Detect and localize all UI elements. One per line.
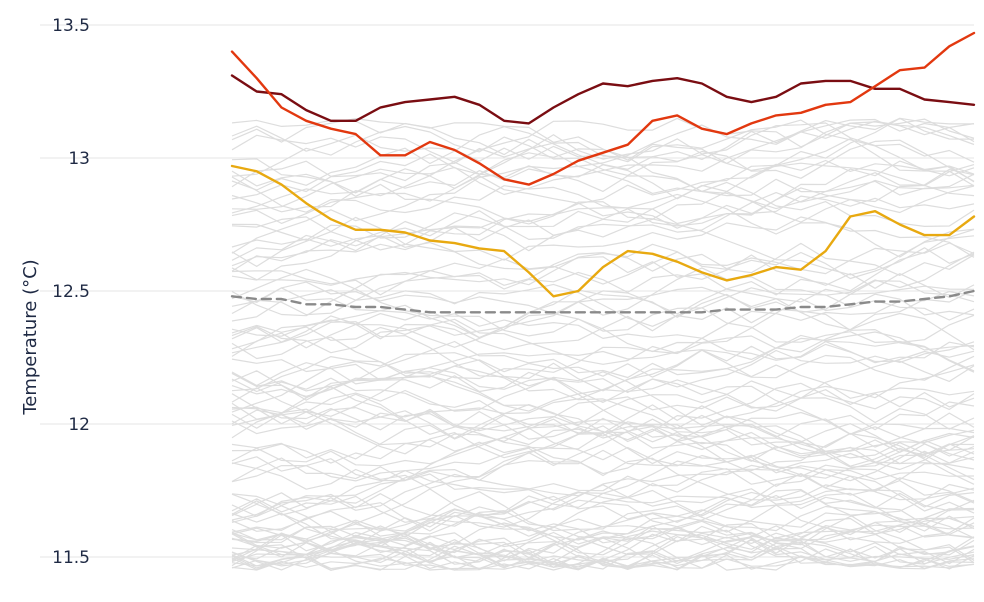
background-series-line (231, 477, 975, 547)
y-tick-label: 12.5 (52, 282, 90, 302)
background-series-line (231, 216, 975, 261)
background-series-line (231, 117, 974, 200)
background-series-line (231, 291, 975, 365)
background-series-line (231, 439, 975, 533)
highlighted-series-line-1 (230, 74, 976, 125)
background-series-line (231, 201, 975, 276)
highlighted-series-line-4 (230, 289, 976, 314)
highlighted-series (230, 31, 976, 314)
background-series-line (231, 254, 975, 299)
background-series-line (231, 456, 975, 536)
background-series-line (231, 367, 975, 431)
background-series-line (231, 421, 975, 465)
y-tick-label: 12 (68, 415, 90, 435)
background-series-line (231, 117, 975, 213)
background-series-line (231, 175, 975, 229)
background-series-line (231, 176, 975, 225)
y-axis-ticks: 13.5 13 12.5 12 11.5 (52, 16, 90, 568)
background-series-line (231, 168, 975, 214)
background-series-line (231, 148, 975, 210)
background-series-line (231, 343, 975, 413)
background-series-line (231, 341, 975, 394)
background-series-line (231, 490, 975, 541)
background-series-line (231, 402, 975, 514)
background-series-line (231, 251, 975, 357)
background-series-line (231, 517, 975, 565)
y-axis-label: Temperature (°C) (20, 259, 41, 415)
background-series-line (231, 285, 975, 354)
background-series-line (231, 382, 975, 459)
background-series-line (231, 117, 975, 167)
background-series-line (231, 505, 975, 543)
background-series-line (231, 122, 975, 194)
background-series-line (231, 456, 975, 549)
background-series-line (231, 375, 975, 482)
background-series-line (231, 417, 975, 504)
background-series-line (231, 492, 975, 567)
background-series-line (231, 125, 975, 182)
background-series-line (231, 179, 975, 281)
background-series-line (231, 527, 975, 571)
y-tick-label: 13.5 (52, 16, 90, 36)
background-series-line (231, 358, 975, 481)
background-series-line (231, 380, 975, 439)
background-series-line (231, 412, 975, 509)
background-series-line (231, 379, 975, 430)
background-series-line (231, 433, 975, 483)
background-series-line (231, 160, 975, 241)
background-series-line (231, 372, 975, 456)
background-series-line (231, 525, 975, 569)
background-series-line (231, 507, 975, 571)
background-series-line (231, 134, 975, 200)
background-series-line (231, 350, 975, 432)
y-tick-label: 11.5 (52, 548, 90, 568)
background-series-line (231, 165, 975, 254)
y-tick-label: 13 (68, 149, 90, 169)
background-series-line (231, 483, 975, 571)
background-series-line (231, 247, 975, 317)
background-series-line (231, 502, 975, 571)
background-series-line (231, 406, 975, 512)
background-series-line (231, 242, 975, 286)
background-series-line (231, 120, 975, 210)
background-series-line (231, 524, 975, 571)
background-series-line (231, 312, 975, 426)
background-series (231, 117, 975, 571)
highlighted-series-line-3 (230, 164, 976, 298)
background-series-line (231, 524, 975, 570)
background-series-line (231, 512, 975, 565)
background-series-line (231, 354, 975, 412)
background-series-line (231, 297, 975, 392)
background-series-line (231, 117, 975, 223)
background-series-line (231, 414, 975, 462)
background-series-line (231, 371, 975, 467)
background-series-line (231, 281, 975, 332)
background-series-line (231, 268, 975, 353)
background-series-line (231, 336, 975, 399)
background-series-line (231, 393, 975, 455)
background-series-line (231, 216, 975, 331)
highlighted-series-line-2 (230, 31, 976, 186)
